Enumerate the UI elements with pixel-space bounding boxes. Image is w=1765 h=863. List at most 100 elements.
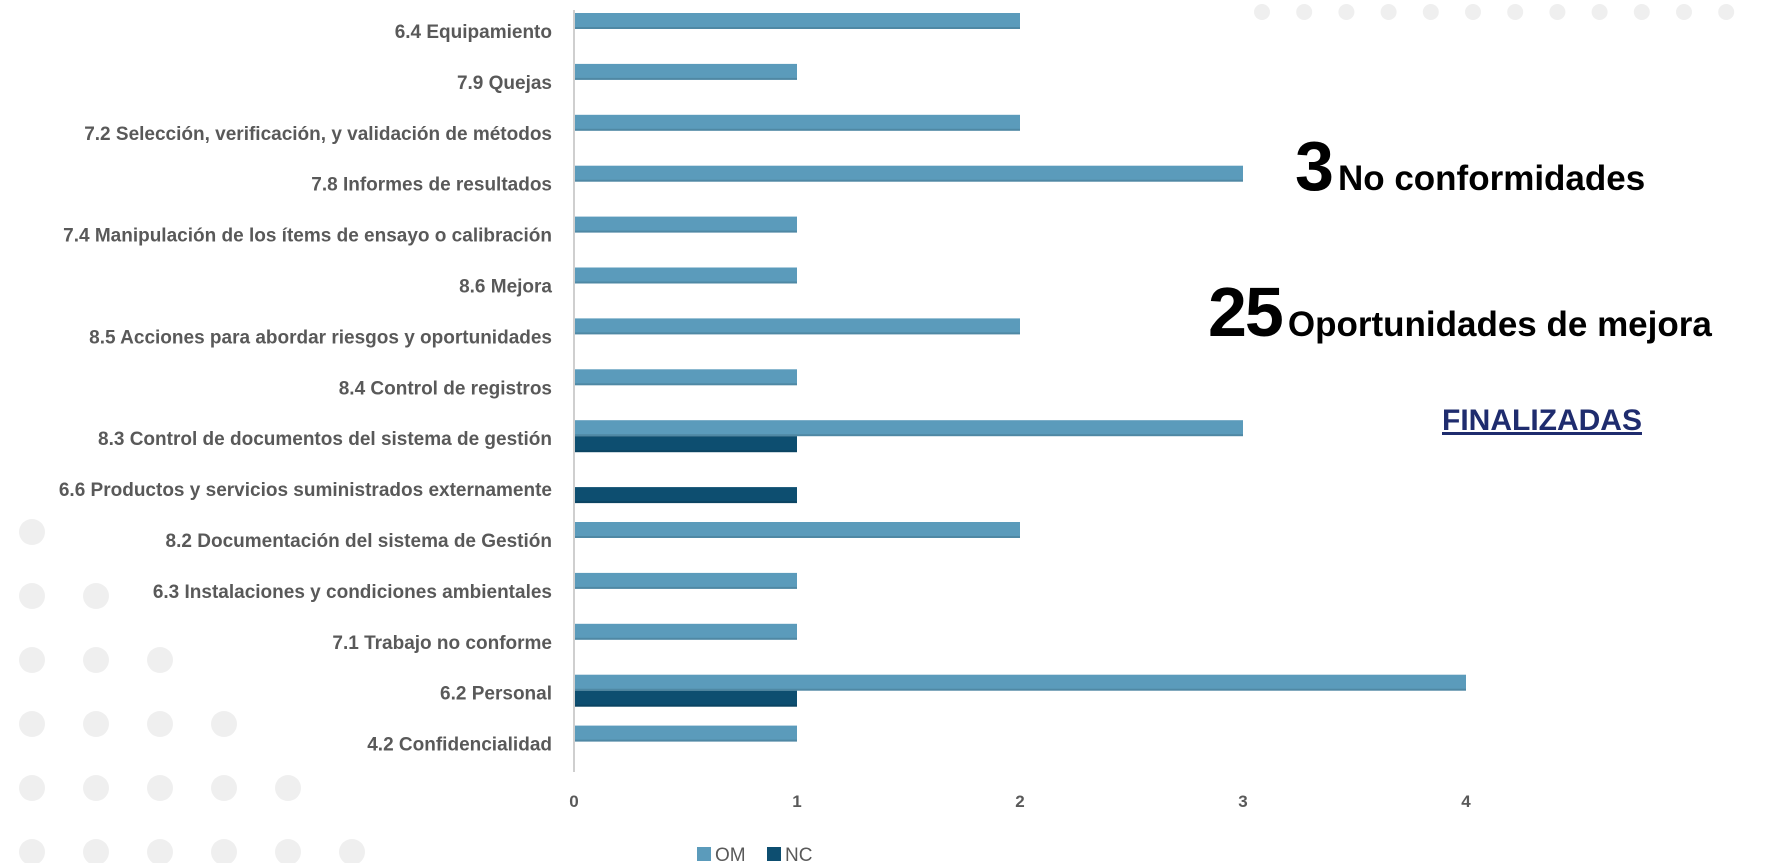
- category-label: 8.5 Acciones para abordar riesgos y opor…: [89, 327, 552, 348]
- category-labels: 6.4 Equipamiento 7.9 Quejas 7.2 Selección,…: [59, 22, 553, 756]
- category-label: 7.4 Manipulación de los ítems de ensayo …: [63, 226, 552, 247]
- category-label: 6.3 Instalaciones y condiciones ambienta…: [153, 582, 552, 603]
- decor-dot: [83, 647, 109, 673]
- decor-dot: [147, 647, 173, 673]
- decor-dot: [275, 839, 301, 863]
- bar-shadow: [575, 27, 1020, 29]
- finalizadas-link[interactable]: FINALIZADAS: [1442, 404, 1642, 437]
- category-label: 8.6 Mejora: [459, 277, 552, 298]
- category-label: 6.2 Personal: [440, 684, 552, 705]
- bar-om: [575, 674, 1466, 691]
- nc-count-stat: 3 No conformidades: [1295, 126, 1645, 206]
- decor-dot: [19, 775, 45, 801]
- decor-dot: [211, 839, 237, 863]
- decor-dot: [1718, 4, 1735, 20]
- decor-dot: [83, 711, 109, 737]
- bar-om: [575, 13, 1020, 29]
- bar-om: [575, 725, 797, 742]
- category-label: 4.2 Confidencialidad: [367, 735, 552, 756]
- decor-dot: [19, 711, 45, 737]
- decor-dot: [1254, 4, 1270, 20]
- bar-nc: [575, 487, 797, 504]
- decor-dot: [1549, 4, 1566, 20]
- bar-om: [575, 165, 1243, 182]
- decor-dot: [1676, 4, 1692, 20]
- decor-dot: [339, 839, 365, 863]
- nc-count-number: 3: [1295, 127, 1334, 205]
- bar-om: [575, 369, 797, 386]
- bar-shadow: [575, 281, 797, 284]
- decor-dot: [83, 775, 109, 801]
- decor-dot: [1591, 4, 1608, 20]
- x-tick-label: 1: [792, 792, 801, 811]
- bar-om: [575, 522, 1020, 538]
- bar-shadow: [575, 501, 797, 504]
- decor-dot: [147, 839, 173, 863]
- legend-label-om: OM: [715, 845, 746, 863]
- bars-group: [575, 13, 1466, 742]
- bar-om: [575, 267, 797, 284]
- bar-shadow: [575, 77, 797, 80]
- bar-om: [575, 623, 797, 640]
- decor-dot: [147, 775, 173, 801]
- decor-dot: [1465, 4, 1481, 20]
- decor-dot: [19, 583, 45, 609]
- decor-dot: [211, 711, 237, 737]
- category-label: 6.4 Equipamiento: [395, 22, 552, 43]
- x-tick-label: 2: [1015, 792, 1024, 811]
- bar-om: [575, 63, 797, 80]
- decor-dot: [147, 711, 173, 737]
- om-count-stat: 25 Oportunidades de mejora: [1208, 272, 1712, 352]
- decor-dot: [1422, 4, 1439, 20]
- decor-dot: [211, 775, 237, 801]
- decor-dot: [83, 839, 109, 863]
- category-label: 8.4 Control de registros: [339, 378, 552, 399]
- bar-shadow: [575, 688, 1466, 691]
- category-label: 6.6 Productos y servicios suministrados …: [59, 480, 552, 501]
- bar-nc: [575, 436, 797, 453]
- bar-om: [575, 216, 797, 233]
- decor-dot: [19, 647, 45, 673]
- bar-om: [575, 318, 1020, 335]
- decor-dot: [19, 839, 45, 863]
- decor-dot: [1507, 4, 1524, 20]
- bar-shadow: [575, 739, 797, 742]
- x-tick-label: 3: [1238, 792, 1247, 811]
- category-label: 7.9 Quejas: [457, 73, 552, 94]
- bar-shadow: [575, 586, 797, 589]
- nc-count-label: No conformidades: [1337, 159, 1646, 198]
- decor-dot: [1338, 4, 1355, 20]
- bar-shadow: [575, 230, 797, 233]
- bar-shadow: [575, 332, 1020, 335]
- bar-om: [575, 114, 1020, 131]
- x-tick-labels: 0 1 2 3 4: [569, 792, 1471, 811]
- legend-label-nc: NC: [785, 845, 812, 863]
- bar-shadow: [575, 536, 1020, 538]
- legend-swatch-nc: [767, 847, 781, 861]
- category-label: 8.3 Control de documentos del sistema de…: [98, 429, 552, 450]
- bar-shadow: [575, 637, 797, 640]
- decor-dot: [1380, 4, 1397, 20]
- category-label: 7.2 Selección, verificación, y validació…: [84, 124, 552, 145]
- decorative-dots: [19, 4, 1735, 863]
- x-tick-label: 0: [569, 792, 578, 811]
- category-label: 7.8 Informes de resultados: [311, 175, 552, 196]
- bar-om: [575, 572, 797, 589]
- decor-dot: [275, 775, 301, 801]
- decor-dot: [83, 583, 109, 609]
- om-count-label: Oportunidades de mejora: [1287, 305, 1712, 344]
- bar-shadow: [575, 434, 1243, 437]
- legend: OM NC: [697, 845, 812, 863]
- bar-shadow: [575, 383, 797, 386]
- bar-nc: [575, 690, 797, 707]
- bar-shadow: [575, 450, 797, 453]
- bar-om: [575, 420, 1243, 437]
- category-label: 7.1 Trabajo no conforme: [332, 633, 552, 654]
- category-label: 8.2 Documentación del sistema de Gestión: [166, 531, 552, 552]
- bar-shadow: [575, 704, 797, 707]
- bar-shadow: [575, 179, 1243, 182]
- decor-dot: [1633, 4, 1650, 20]
- decor-dot: [1296, 4, 1313, 20]
- decor-dot: [19, 519, 45, 545]
